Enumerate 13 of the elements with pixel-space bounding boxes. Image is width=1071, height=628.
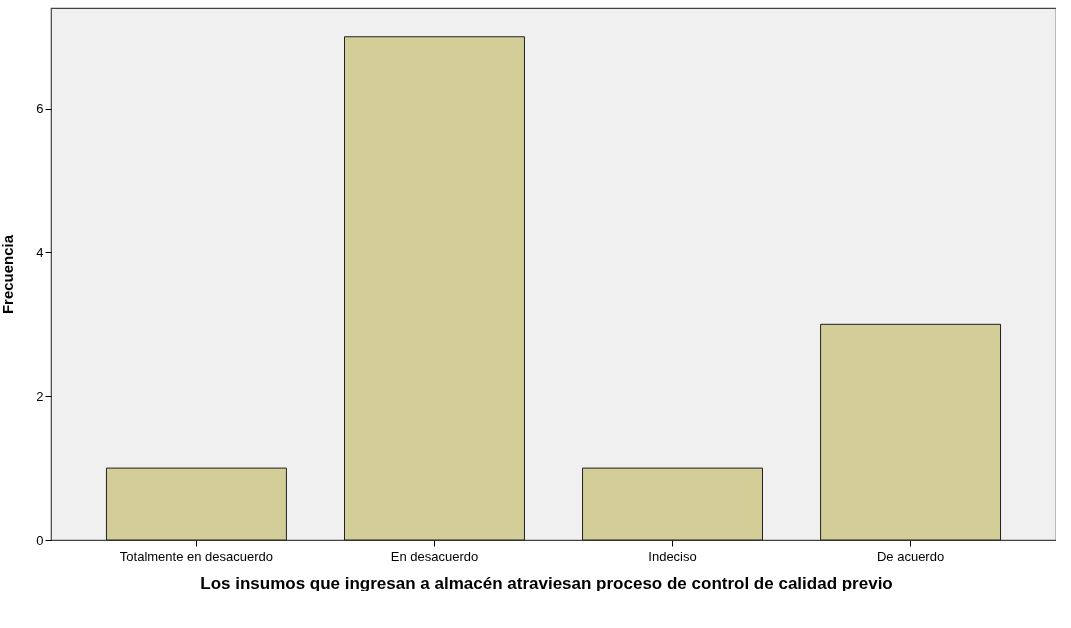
x-tick-label: Indeciso xyxy=(648,548,697,564)
y-tick-label: 4 xyxy=(36,244,44,260)
bar xyxy=(820,323,1002,541)
y-axis-title: Frecuencia xyxy=(0,234,17,315)
bar xyxy=(344,36,525,541)
y-tick-label: 6 xyxy=(36,101,44,117)
y-tick-label: 0 xyxy=(36,532,44,548)
x-tick-label: Totalmente en desacuerdo xyxy=(119,548,274,564)
x-tick-label: En desacuerdo xyxy=(390,548,479,564)
bar xyxy=(105,467,287,541)
bar xyxy=(582,467,763,541)
y-tick-label: 2 xyxy=(36,388,44,404)
x-tick-label: De acuerdo xyxy=(876,548,945,564)
